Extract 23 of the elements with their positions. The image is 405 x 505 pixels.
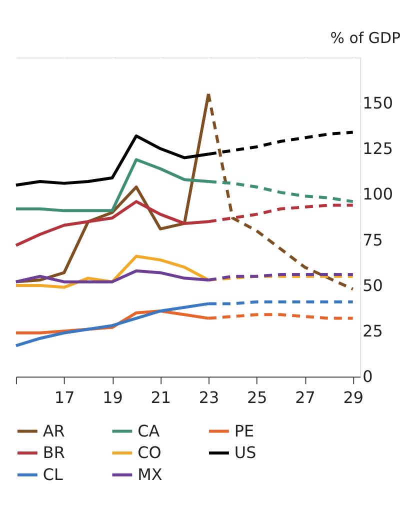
y-tick-label: 75 — [362, 230, 383, 250]
x-tick-label: 25 — [246, 388, 268, 408]
x-tick-label: 29 — [343, 388, 364, 408]
legend-label: CL — [42, 464, 64, 484]
x-tick-label: 17 — [54, 388, 75, 408]
y-tick-label: 125 — [362, 139, 394, 158]
x-tick-label: 27 — [295, 388, 316, 408]
y-tick-label: 100 — [362, 184, 394, 204]
x-tick-label: 23 — [198, 388, 220, 408]
legend-label: AR — [42, 421, 65, 440]
x-tick-label: 19 — [102, 388, 123, 408]
y-tick-label: 0 — [362, 367, 373, 386]
legend-label: CO — [138, 442, 162, 462]
legend-label: BR — [42, 442, 65, 462]
x-tick-label: 21 — [150, 388, 172, 408]
legend-label: US — [234, 442, 256, 462]
legend-label: MX — [138, 464, 162, 484]
legend-label: CA — [138, 421, 160, 440]
y-tick-label: 50 — [362, 276, 383, 295]
y-tick-label: 150 — [362, 94, 394, 113]
y-axis-title: % of GDP — [330, 28, 401, 47]
legend-label: PE — [234, 421, 254, 440]
y-tick-label: 25 — [362, 322, 383, 341]
